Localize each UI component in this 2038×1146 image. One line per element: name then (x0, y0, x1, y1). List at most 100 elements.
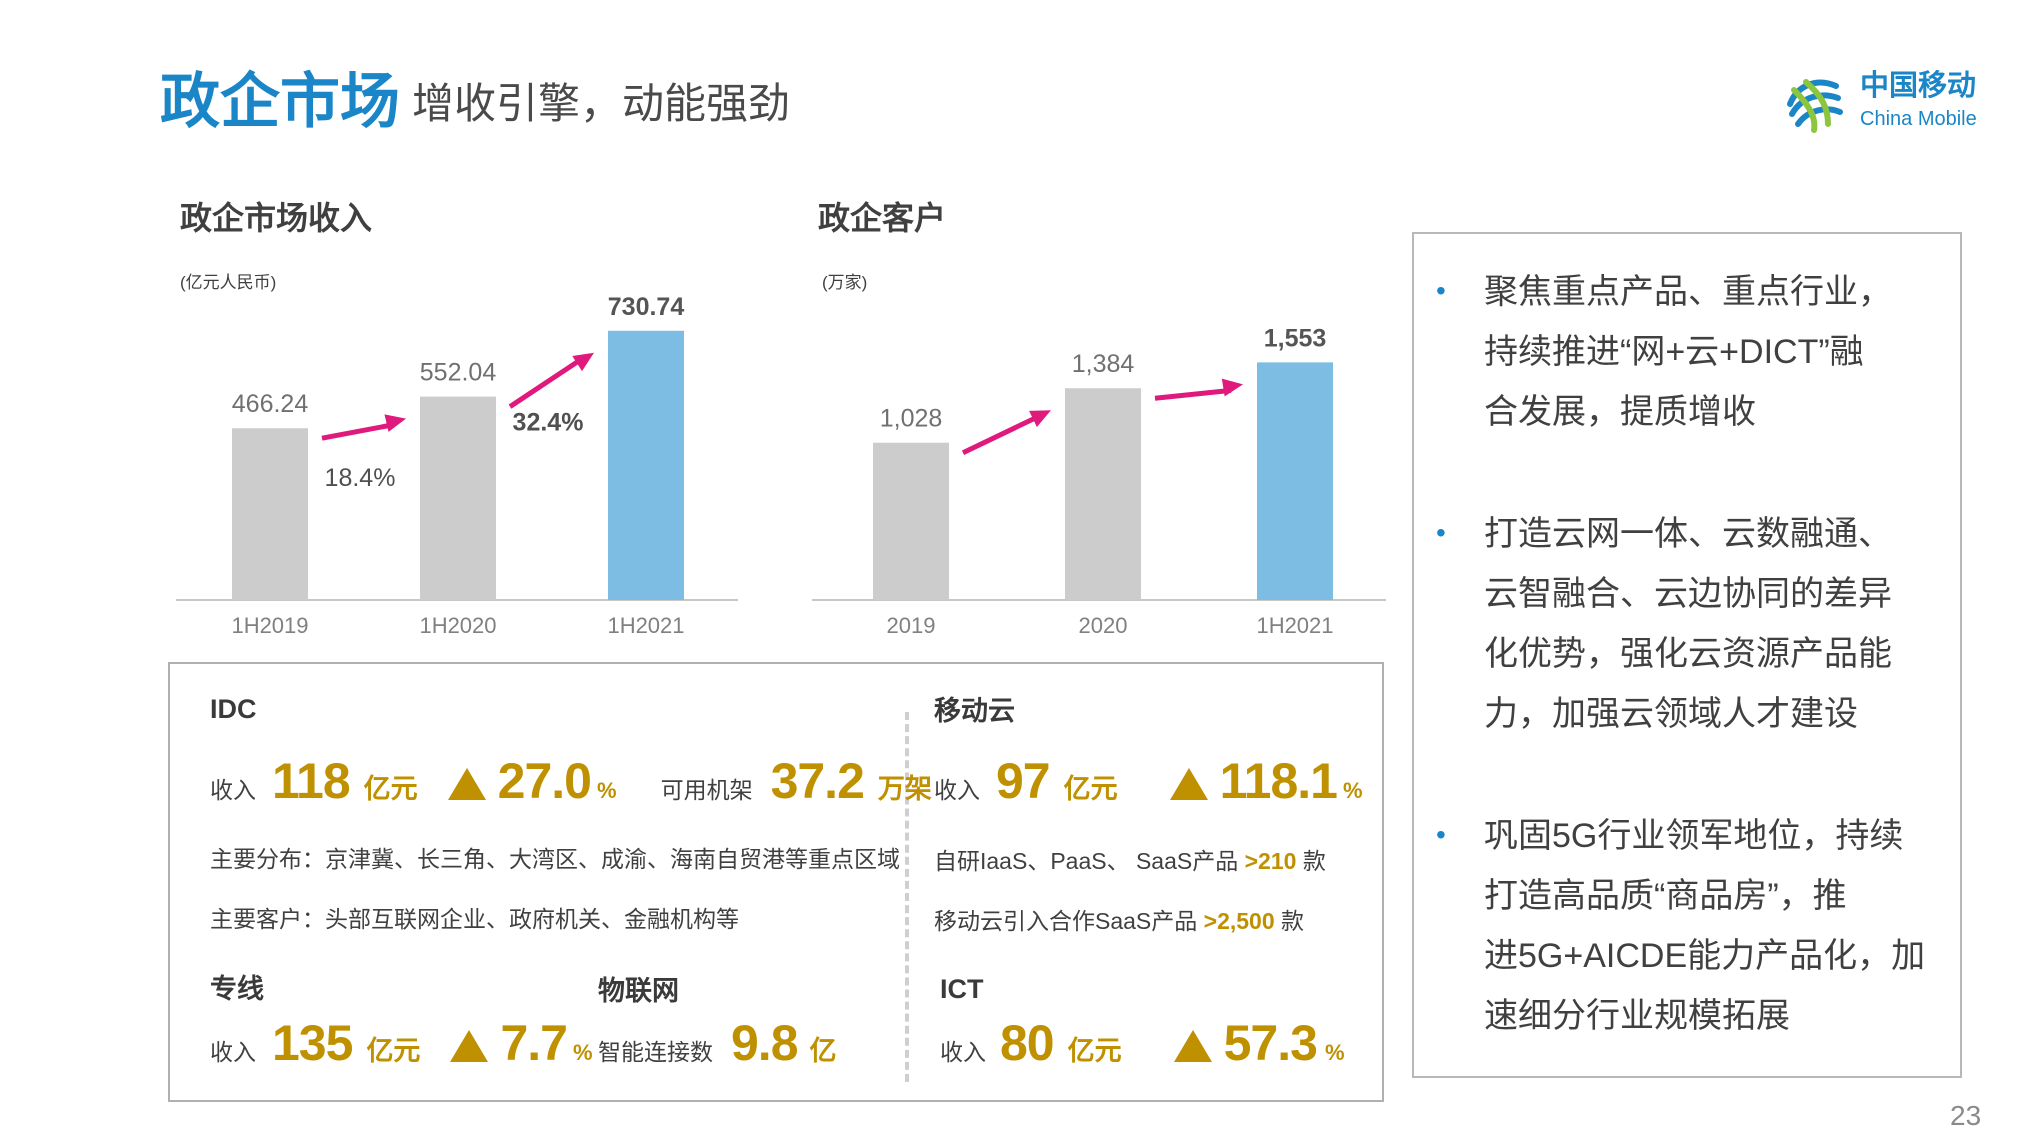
mobile-cloud-revenue-unit: 亿元 (1063, 774, 1118, 804)
ict-growth-unit: % (1324, 1040, 1345, 1065)
strategy-bullet-line: 聚焦重点产品、重点行业， (1484, 273, 1892, 311)
mobile-cloud-revenue-label: 收入 (934, 777, 980, 803)
bullet-dot-icon: • (1436, 517, 1446, 548)
strategy-bullet: • 巩固5G行业领军地位，持续 打造高品质“商品房”，推进5G+AICDE能力产品化… (1436, 806, 1956, 1046)
strategy-bullet-list: • 聚焦重点产品、重点行业， 持续推进“网+云+DICT”融 合发展，提质增收 • 打造云… (1436, 262, 1956, 1046)
idc-distribution: 主要分布：京津冀、长三角、大湾区、成渝、海南自贸港等重点区域 (210, 846, 900, 872)
iot-connections-label: 智能连接数 (598, 1039, 713, 1065)
ict-revenue-row: 收入 80 亿元 57.3 % (940, 1014, 1345, 1072)
growth-arrow-head-icon (1221, 378, 1243, 397)
growth-arrow (321, 422, 395, 441)
business-metrics-box (168, 662, 1384, 1102)
growth-arrow-head-icon (572, 352, 594, 372)
china-mobile-logo-icon (1787, 79, 1843, 133)
idc-customers: 主要客户：头部互联网企业、政府机关、金融机构等 (210, 906, 739, 932)
tick-label: 1H2019 (231, 613, 308, 638)
strategy-bullet-line: 进5G+AICDE能力产品化，加 (1484, 937, 1926, 975)
up-triangle-icon (1173, 1030, 1212, 1062)
up-triangle-icon (450, 1030, 489, 1062)
logo-text-en: China Mobile (1860, 108, 1977, 130)
dedicated-line-revenue-row: 收入 135 亿元 7.7 % (210, 1014, 593, 1072)
ict-growth-value: 57.3 (1223, 1015, 1318, 1071)
mobile-cloud-products-count: >210 (1244, 848, 1297, 874)
growth-arrow-head-icon (384, 414, 406, 432)
idc-revenue-value: 118 (272, 753, 351, 809)
bar (608, 330, 684, 600)
tick-label: 1H2021 (607, 613, 684, 638)
dedicated-line-revenue-value: 135 (272, 1015, 353, 1071)
mobile-cloud-revenue-value: 97 (996, 753, 1051, 809)
strategy-bullet: • 打造云网一体、云数融通、 云智融合、云边协同的差异 化优势，强化云资源产品能 力，加… (1436, 504, 1956, 744)
bar (1065, 388, 1141, 600)
tick-label: 2019 (887, 613, 936, 638)
data-label: 1,553 (1264, 324, 1327, 352)
dedicated-line-revenue-unit: 亿元 (366, 1036, 421, 1066)
bar (873, 442, 949, 600)
mobile-cloud-saas-count: >2,500 (1203, 908, 1275, 934)
mobile-cloud-title: 移动云 (934, 696, 1015, 726)
bullet-dot-icon: • (1436, 819, 1446, 850)
page-title: 政企市场 (160, 68, 400, 135)
iot-connections-unit: 亿 (809, 1036, 837, 1066)
idc-revenue-label: 收入 (210, 777, 256, 803)
dedicated-line-growth-unit: % (572, 1040, 593, 1065)
mobile-cloud-saas-suffix: 款 (1281, 908, 1305, 934)
ict-title: ICT (940, 974, 984, 1004)
bar (420, 396, 496, 600)
mobile-cloud-growth-value: 118.1 (1219, 753, 1338, 809)
growth-rate-label: 18.4% (325, 464, 396, 492)
idc-revenue-unit: 亿元 (363, 774, 418, 804)
tick-label: 2020 (1079, 613, 1128, 638)
mobile-cloud-products-line: 自研IaaS、PaaS、 SaaS产品 >210 款 (934, 846, 1326, 876)
customer-chart-unit: (万家) (822, 273, 868, 292)
customer-bar-chart: 1,028 2019 1,384 2020 1,553 1H2021 (812, 324, 1386, 638)
bar (232, 428, 308, 600)
ict-revenue-label: 收入 (940, 1039, 986, 1065)
strategy-bullet-line: 化优势，强化云资源产品能 (1484, 635, 1892, 673)
revenue-chart-unit: (亿元人民币) (180, 273, 277, 292)
idc-growth-unit: % (597, 778, 617, 803)
idc-title: IDC (210, 694, 257, 724)
section-divider (905, 712, 909, 1082)
strategy-bullet: • 聚焦重点产品、重点行业， 持续推进“网+云+DICT”融 合发展，提质增收 (1436, 262, 1956, 442)
data-label: 1,384 (1072, 350, 1135, 378)
china-mobile-logo: 中国移动 China Mobile (1780, 66, 2000, 140)
strategy-bullet-line: 力，加强云领域人才建设 (1484, 695, 1858, 733)
idc-rack-value: 37.2 (770, 753, 865, 809)
strategy-bullet-line: 持续推进“网+云+DICT”融 (1484, 333, 1864, 371)
idc-revenue-row: 收入 118 亿元 27.0 % 可用机架 37.2 万架 (210, 752, 932, 810)
mobile-cloud-saas-text: 移动云引入合作SaaS产品 (934, 908, 1198, 934)
growth-arrow (1154, 387, 1232, 401)
idc-rack-label: 可用机架 (660, 777, 753, 803)
strategy-panel (1412, 232, 1962, 1078)
customer-chart-title: 政企客户 (818, 200, 947, 236)
strategy-bullet-line: 巩固5G行业领军地位，持续 (1484, 817, 1904, 855)
growth-rate-label: 32.4% (513, 409, 584, 437)
growth-arrow-head-icon (1029, 410, 1051, 428)
ict-revenue-unit: 亿元 (1067, 1036, 1122, 1066)
strategy-bullet-line: 云智融合、云边协同的差异 (1484, 575, 1892, 613)
strategy-bullet-line: 合发展，提质增收 (1484, 393, 1756, 431)
data-label: 552.04 (420, 359, 497, 387)
up-triangle-icon (1169, 768, 1208, 800)
mobile-cloud-products-text: 自研IaaS、PaaS、 SaaS产品 (934, 848, 1239, 874)
up-triangle-icon (447, 768, 486, 800)
tick-label: 1H2021 (1256, 613, 1333, 638)
ict-revenue-value: 80 (1000, 1015, 1055, 1071)
strategy-bullet-line: 打造高品质“商品房”，推 (1484, 877, 1847, 915)
revenue-bar-chart: 466.24 1H2019 552.04 1H2020 730.74 1H2021 18.4… (176, 293, 738, 638)
revenue-chart-title: 政企市场收入 (180, 200, 373, 236)
page-number: 23 (1950, 1100, 1982, 1131)
data-label: 730.74 (608, 293, 685, 321)
dedicated-line-title: 专线 (210, 974, 264, 1004)
bar (1257, 362, 1333, 600)
strategy-bullet-line: 打造云网一体、云数融通、 (1484, 515, 1892, 553)
data-label: 1,028 (880, 405, 943, 433)
tick-label: 1H2020 (419, 613, 496, 638)
iot-connections-row: 智能连接数 9.8 亿 (598, 1014, 837, 1072)
growth-arrow (508, 356, 584, 409)
page-subtitle: 增收引擎，动能强劲 (412, 80, 791, 127)
growth-arrow (961, 413, 1041, 455)
data-label: 466.24 (232, 390, 309, 418)
logo-text-cn: 中国移动 (1860, 70, 1977, 102)
